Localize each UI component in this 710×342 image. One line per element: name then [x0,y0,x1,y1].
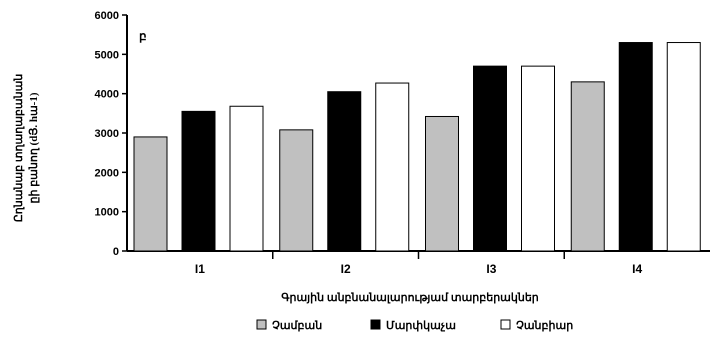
bar-i3-series-2 [473,65,507,252]
legend-swatch-1 [256,319,267,330]
legend-label-1: Չամբան [272,320,322,332]
y-tick-label: 5000 [95,49,119,61]
x-axis-categories: I1 I2 I3 I4 [195,251,642,276]
x-category-label: I4 [632,262,642,276]
bar-i1-series-1 [133,136,168,252]
bar-i4-series-1 [570,81,605,252]
y-tick-label: 2000 [95,167,119,179]
bar-i1-series-2 [181,110,216,252]
x-category-label: I1 [195,262,205,276]
bar-i2-series-2 [327,91,362,252]
y-axis-ticks: 0 1000 2000 3000 4000 5000 6000 [95,10,127,258]
y-tick-label: 3000 [95,128,119,140]
y-axis-label-line2: ըի բանող (dՅ. hա-1) [28,92,40,203]
legend-label-3: Չանբիար [516,320,573,332]
y-tick-label: 0 [113,246,119,258]
bar-i2-series-1 [279,129,314,252]
legend: Չամբան Մարփկաչա Չանբիար [256,319,573,332]
x-axis-label: Գրային անբնանալարությամ տարբերակներ [281,292,539,304]
bar-i4-series-3 [666,42,701,252]
x-category-label: I3 [486,262,496,276]
bar-i2-series-3 [375,82,410,252]
x-category-label: I2 [341,262,351,276]
legend-swatch-3 [500,319,511,330]
bar-i4-series-2 [618,42,653,252]
legend-swatch-2 [370,319,381,330]
panel-label: բ [139,29,147,43]
bar-i3-series-1 [425,115,459,252]
bars [133,42,701,252]
bar-i3-series-3 [521,65,555,252]
y-tick-label: 6000 [95,10,119,22]
y-axis-label-line1: Ըղնանաբ տղաղաբանան [13,74,25,223]
y-tick-label: 1000 [95,207,119,219]
bar-i1-series-3 [229,105,264,252]
legend-label-2: Մարփկաչա [386,320,456,332]
y-tick-label: 4000 [95,89,119,101]
